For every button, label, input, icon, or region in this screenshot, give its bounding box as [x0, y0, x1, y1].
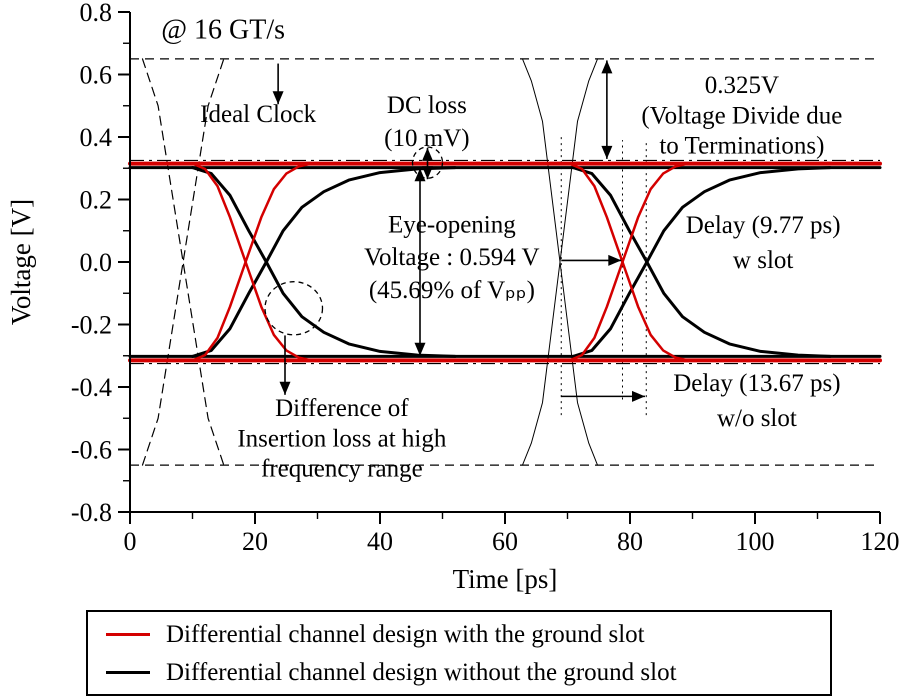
y-tick-label: -0.6 — [71, 436, 112, 465]
annotation-line: @ 16 GT/s — [161, 15, 285, 46]
annotation-line: DC loss — [387, 92, 467, 119]
series-ideal-clock-rise-2 — [522, 58, 598, 466]
series-red-rise-2 — [568, 162, 690, 362]
insertion-loss-arrow — [279, 335, 291, 395]
annotation-line: Difference of — [275, 395, 409, 422]
annotation-line: Ideal Clock — [200, 101, 316, 128]
legend-item-with-ground-slot: Differential channel design with the gro… — [106, 617, 830, 651]
series-black-rise-2 — [571, 166, 832, 358]
annotation-delay-with-slot: Delay (9.77 ps) w slot — [686, 212, 841, 274]
x-tick-label: 80 — [617, 527, 643, 556]
annotation-line: Voltage : 0.594 V — [364, 244, 539, 271]
y-tick-label: 0.4 — [80, 123, 113, 152]
y-tick-label: -0.8 — [71, 498, 112, 527]
series-red-rise-1 — [191, 162, 313, 362]
y-tick-label: -0.2 — [71, 311, 112, 340]
delay-wo-slot-arrow — [561, 390, 645, 402]
eye-opening-arrow — [414, 168, 426, 356]
delay-w-slot-arrow — [561, 254, 622, 266]
reference-lines — [130, 58, 880, 466]
annotation-line: frequency range — [261, 456, 423, 483]
annotation-line: 0.325V — [705, 72, 779, 99]
annotation-eye-opening: Eye-opening Voltage : 0.594 V (45.69% of V… — [364, 211, 539, 304]
insertion-loss-ellipse — [264, 281, 324, 336]
y-tick-label: 0.0 — [80, 248, 113, 277]
ideal-clock-arrow — [272, 63, 284, 105]
dc-loss-arrow — [422, 147, 433, 180]
legend-label: Differential channel design with the gro… — [166, 620, 645, 648]
annotation-line: Delay (9.77 ps) — [686, 212, 841, 239]
annotations: @ 16 GT/s Ideal Clock DC loss (10 mV) 0.325V… — [161, 15, 842, 483]
annotation-line: (45.69% of Vₚₚ) — [369, 277, 535, 304]
annotation-line: Eye-opening — [388, 211, 516, 238]
y-tick-label: 0.8 — [80, 0, 113, 27]
axes: 0.8 0.6 0.4 0.2 0.0 -0.2 -0.4 -0.6 -0.8 0 20 40 60 80… — [6, 0, 900, 594]
series-black-fall-1 — [191, 166, 457, 358]
series-red-fall-2 — [568, 162, 690, 362]
eye-diagram-chart: @ 16 GT/s Ideal Clock DC loss (10 mV) 0.325V… — [6, 0, 900, 594]
waveforms — [128, 58, 882, 466]
annotation-dc-loss: DC loss (10 mV) — [384, 92, 469, 152]
x-tick-label: 20 — [242, 527, 268, 556]
termination-arrow — [601, 60, 613, 159]
y-tick-label: 0.6 — [80, 61, 113, 90]
x-tick-label: 120 — [861, 527, 900, 556]
legend-item-without-ground-slot: Differential channel design without the … — [106, 655, 830, 689]
y-tick-label: -0.4 — [71, 373, 112, 402]
black-line-sample — [106, 670, 150, 674]
dc-loss-ellipse — [411, 146, 444, 179]
y-tick-label: 0.2 — [80, 186, 113, 215]
legend: Differential channel design with the gro… — [86, 610, 832, 696]
legend-label: Differential channel design without the … — [166, 658, 677, 686]
annotation-data-rate: @ 16 GT/s — [161, 15, 285, 46]
annotation-ideal-clock: Ideal Clock — [200, 101, 316, 128]
x-tick-label: 100 — [736, 527, 775, 556]
annotation-line: w/o slot — [717, 405, 797, 432]
x-tick-label: 0 — [124, 527, 137, 556]
annotation-line: Insertion loss at high — [237, 425, 447, 452]
series-black-rise-1 — [191, 166, 457, 358]
annotation-insertion-loss: Difference of Insertion loss at high frequ… — [237, 395, 447, 483]
annotation-termination-divide: 0.325V (Voltage Divide due to Terminations… — [641, 72, 842, 160]
series-ideal-clock-rise-1 — [141, 58, 225, 466]
red-line-sample — [106, 632, 150, 636]
annotation-delay-without-slot: Delay (13.67 ps) w/o slot — [673, 370, 840, 432]
y-axis-label: Voltage [V] — [6, 199, 36, 325]
series-ideal-clock-fall-1 — [141, 58, 225, 466]
x-axis-label: Time [ps] — [453, 564, 558, 594]
series-red-fall-1 — [191, 162, 313, 362]
annotation-line: to Terminations) — [659, 133, 824, 160]
annotation-line: (Voltage Divide due — [641, 102, 842, 129]
annotation-line: Delay (13.67 ps) — [673, 370, 840, 397]
x-tick-label: 40 — [367, 527, 393, 556]
x-tick-label: 60 — [492, 527, 518, 556]
annotation-line: w slot — [733, 247, 793, 274]
series-black-fall-2 — [571, 166, 832, 358]
highlight-ellipses — [264, 146, 444, 336]
annotation-line: (10 mV) — [384, 125, 469, 152]
annotation-arrows — [272, 60, 645, 402]
